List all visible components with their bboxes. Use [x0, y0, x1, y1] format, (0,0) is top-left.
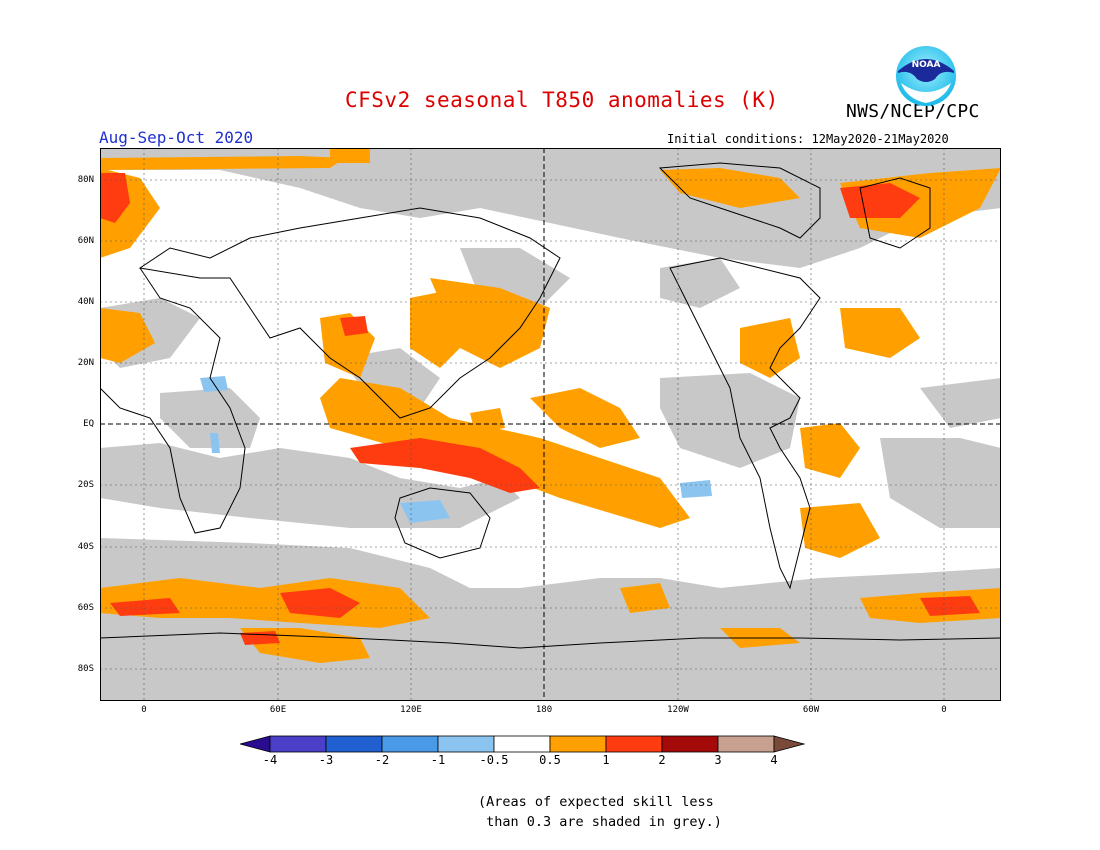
legend-label: -2	[374, 753, 390, 767]
legend-swatch	[549, 735, 607, 753]
initial-conditions-label: Initial conditions: 12May2020-21May2020	[667, 132, 949, 146]
note-line-2: than 0.3 are shaded in grey.)	[478, 814, 722, 830]
legend-swatch	[605, 735, 663, 753]
legend-swatch	[381, 735, 439, 753]
lat-label: 20S	[77, 480, 94, 490]
legend-swatch	[773, 735, 806, 753]
legend-label: -3	[318, 753, 334, 767]
legend-label: 1	[602, 753, 610, 767]
lat-label: 40S	[77, 542, 94, 552]
organization-label: NWS/NCEP/CPC	[846, 101, 980, 122]
color-legend	[240, 735, 806, 753]
legend-label: -1	[430, 753, 446, 767]
lon-label: 60W	[802, 705, 820, 715]
skill-note: (Areas of expected skill less than 0.3 a…	[478, 792, 722, 832]
noaa-logo: NOAA	[896, 46, 956, 106]
lat-label: 40N	[77, 297, 94, 307]
lat-label: 60S	[77, 603, 94, 613]
legend-swatch	[325, 735, 383, 753]
map-title: CFSv2 seasonal T850 anomalies (K)	[345, 88, 779, 112]
lon-label: 180	[535, 705, 553, 715]
legend-swatch	[493, 735, 551, 753]
lat-label: 20N	[77, 358, 94, 368]
lon-label: 60E	[269, 705, 287, 715]
legend-label: -0.5	[479, 753, 509, 767]
legend-swatch	[240, 735, 271, 753]
legend-label: -4	[262, 753, 278, 767]
legend-swatch	[661, 735, 719, 753]
lon-label: 120E	[400, 705, 422, 715]
lon-label: 0	[141, 705, 147, 715]
cold-anomaly	[200, 376, 712, 523]
legend-swatch	[437, 735, 495, 753]
lat-label: 60N	[77, 236, 94, 246]
graticule	[100, 148, 1001, 701]
logo-text: NOAA	[912, 60, 941, 70]
legend-label: 3	[714, 753, 722, 767]
lon-label: 120W	[667, 705, 689, 715]
legend-swatch	[717, 735, 775, 753]
lat-label: EQ	[83, 419, 94, 429]
lat-label: 80S	[77, 664, 94, 674]
anomaly-map	[100, 148, 1001, 701]
legend-label: 2	[658, 753, 666, 767]
period-label: Aug-Sep-Oct 2020	[99, 128, 254, 147]
legend-label: 0.5	[539, 753, 561, 767]
lon-label: 0	[941, 705, 947, 715]
lat-label: 80N	[77, 175, 94, 185]
legend-label: 4	[770, 753, 778, 767]
coastlines	[100, 162, 1001, 649]
note-line-1: (Areas of expected skill less	[478, 794, 714, 810]
legend-swatch	[269, 735, 327, 753]
equator-dateline	[100, 148, 1001, 701]
